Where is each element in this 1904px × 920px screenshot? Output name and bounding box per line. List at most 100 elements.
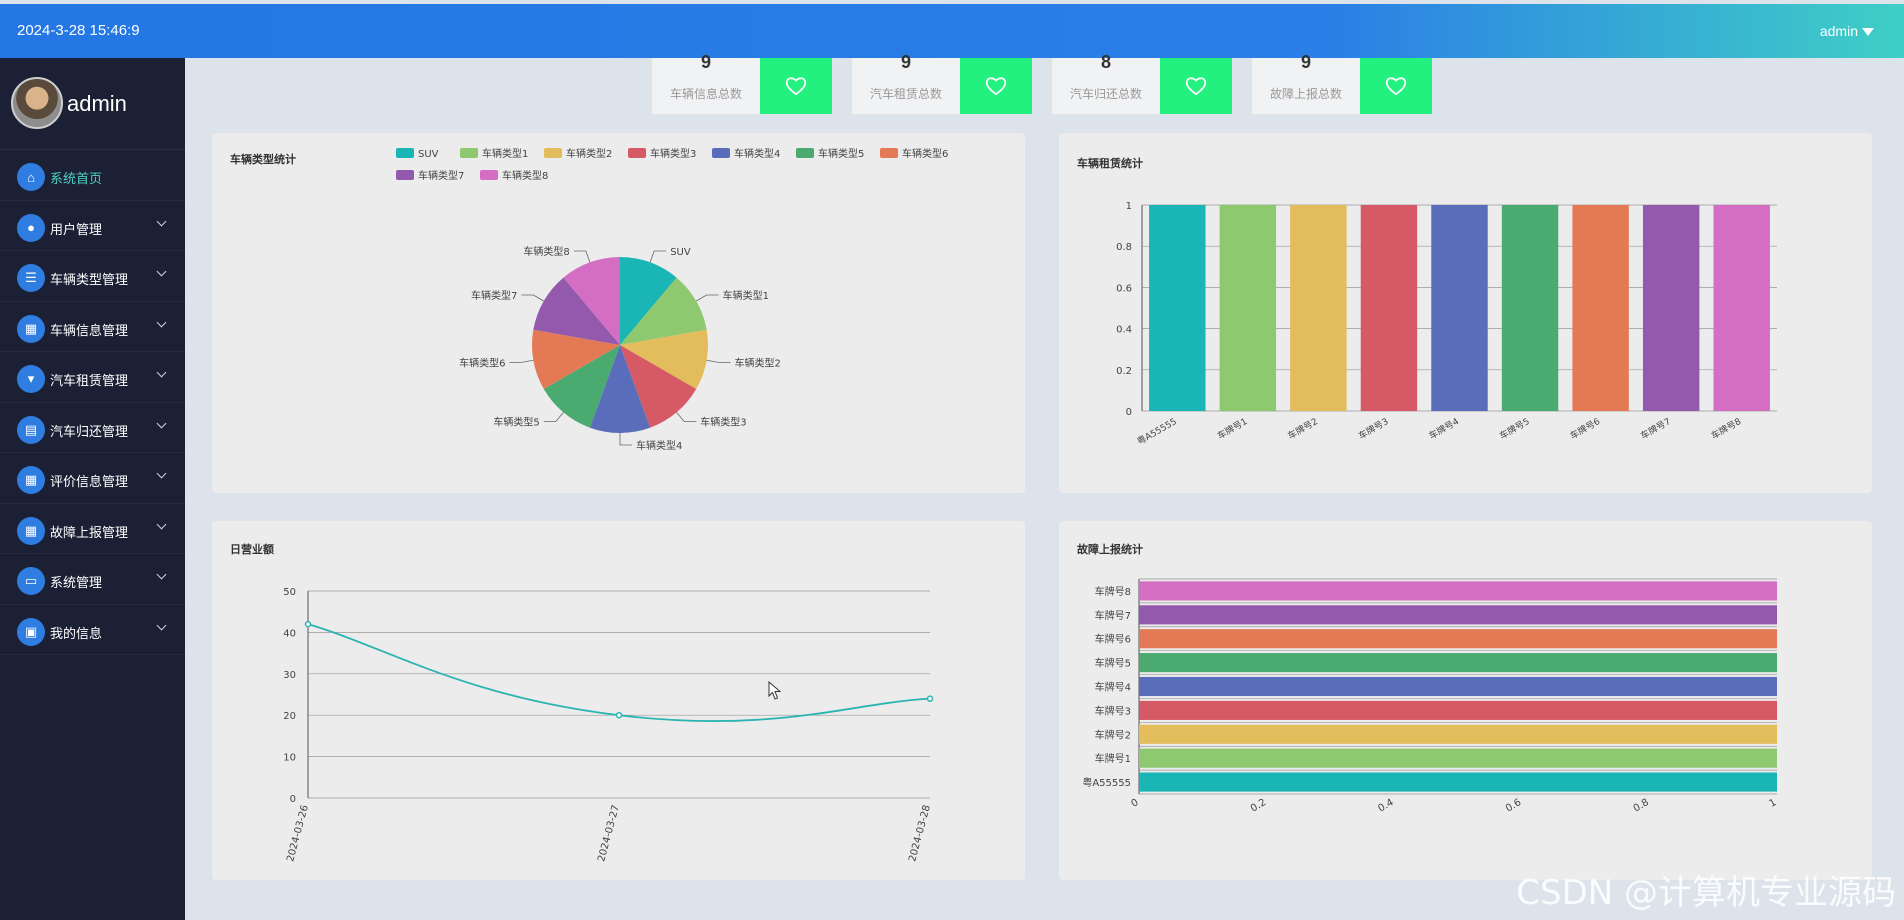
legend-label: 车辆类型7 bbox=[418, 169, 464, 182]
pie-label-line bbox=[619, 433, 632, 446]
x-tick-label: 车牌号8 bbox=[1709, 415, 1744, 442]
pie-slice-label: 车辆类型4 bbox=[636, 439, 682, 452]
chart-title: 车辆类型统计 bbox=[230, 154, 296, 166]
legend-label: 车辆类型8 bbox=[502, 169, 548, 182]
sidebar-item-label: 我的信息 bbox=[50, 625, 103, 641]
chart-title: 车辆租赁统计 bbox=[1077, 158, 1143, 170]
legend-swatch bbox=[712, 148, 730, 158]
y-tick-label: 20 bbox=[283, 711, 296, 722]
data-point bbox=[926, 695, 934, 702]
chevron-down-icon bbox=[156, 468, 167, 479]
legend-swatch bbox=[544, 148, 562, 158]
stat-value: 9 bbox=[1300, 52, 1311, 72]
user-menu-button[interactable]: admin bbox=[1819, 23, 1858, 39]
sidebar-item-0[interactable]: ⌂ 系统首页 bbox=[0, 150, 185, 201]
grid-icon: ▦ bbox=[17, 314, 45, 343]
y-tick-label: 0.4 bbox=[1116, 325, 1132, 336]
bar bbox=[1290, 205, 1347, 411]
y-tick-label: 车牌号2 bbox=[1095, 728, 1131, 741]
x-tick-label: 0.2 bbox=[1249, 797, 1268, 814]
x-tick-label: 车牌号5 bbox=[1497, 415, 1531, 442]
pie-slice-label: 车辆类型5 bbox=[493, 416, 539, 429]
sidebar-item-6[interactable]: ▦ 评价信息管理 bbox=[0, 453, 185, 504]
bar bbox=[1149, 205, 1206, 411]
sidebar-item-label: 用户管理 bbox=[50, 221, 103, 237]
data-point bbox=[615, 711, 623, 719]
y-tick-label: 30 bbox=[283, 670, 296, 681]
stat-label: 汽车租赁总数 bbox=[869, 87, 942, 101]
pie-slice bbox=[620, 257, 677, 345]
pie-label-line bbox=[573, 250, 591, 263]
bar bbox=[1572, 205, 1629, 411]
y-tick-label: 粤A55555 bbox=[1082, 776, 1131, 789]
bar bbox=[1139, 653, 1777, 673]
chevron-down-icon bbox=[156, 519, 167, 529]
pie-label-line bbox=[543, 412, 564, 423]
chevron-down-icon bbox=[156, 266, 167, 277]
sidebar-item-label: 汽车租赁管理 bbox=[50, 373, 129, 388]
y-tick-label: 0.6 bbox=[1116, 283, 1132, 294]
legend-swatch bbox=[796, 148, 814, 158]
x-tick-label: 粤A55555 bbox=[1135, 415, 1179, 447]
sidebar-item-9[interactable]: ▣ 我的信息 bbox=[0, 605, 185, 655]
chart-title: 故障上报统计 bbox=[1077, 544, 1143, 556]
rental-bar-chart: 0 0.2 0.4 0.6 0.8 1 粤A55555 车牌号1 车牌号2 车牌号3 车牌号4 车牌号… bbox=[1116, 201, 1777, 447]
pie-slice-label: 车辆类型1 bbox=[723, 289, 769, 302]
heart-icon bbox=[1185, 77, 1207, 96]
sidebar-item-8[interactable]: ▭ 系统管理 bbox=[0, 554, 185, 605]
stat-label: 车辆信息总数 bbox=[669, 87, 742, 101]
y-tick-label: 40 bbox=[283, 628, 296, 639]
pie-slice bbox=[533, 277, 620, 345]
legend-label: 车辆类型1 bbox=[482, 147, 528, 160]
legend-swatch bbox=[396, 148, 414, 158]
stat-card-fault: 9 故障上报总数 bbox=[1252, 52, 1432, 114]
stat-card-vehicle-info: 9 车辆信息总数 bbox=[652, 52, 832, 114]
sidebar-profile: admin bbox=[0, 58, 185, 150]
rental-icon: ▾ bbox=[17, 365, 45, 393]
bar bbox=[1501, 205, 1559, 411]
stat-value: 9 bbox=[900, 52, 911, 72]
user-icon: ● bbox=[17, 213, 45, 242]
sidebar-item-5[interactable]: ▤ 汽车归还管理 bbox=[0, 403, 185, 453]
data-point bbox=[304, 620, 312, 628]
monitor-icon: ▭ bbox=[17, 567, 45, 595]
x-tick-label: 0 bbox=[1129, 797, 1140, 810]
chevron-down-icon bbox=[156, 317, 167, 327]
sidebar-item-1[interactable]: ● 用户管理 bbox=[0, 201, 185, 251]
legend-label: 车辆类型6 bbox=[902, 147, 948, 160]
pie-label-line bbox=[649, 250, 667, 263]
sidebar-item-4[interactable]: ▾ 汽车租赁管理 bbox=[0, 352, 185, 403]
grid-icon: ▦ bbox=[17, 466, 45, 494]
x-tick-label: 车牌号1 bbox=[1215, 415, 1249, 442]
bar bbox=[1360, 205, 1418, 411]
series-line bbox=[307, 623, 931, 723]
caret-down-icon[interactable] bbox=[1862, 28, 1874, 36]
pie-slice bbox=[589, 345, 651, 434]
x-tick-label: 2024-03-28 bbox=[907, 804, 933, 863]
x-tick-label: 车牌号6 bbox=[1568, 415, 1603, 442]
chart-title: 日营业额 bbox=[230, 544, 274, 556]
sidebar-item-3[interactable]: ▦ 车辆信息管理 bbox=[0, 302, 185, 352]
sidebar-item-2[interactable]: ☰ 车辆类型管理 bbox=[0, 251, 185, 302]
sidebar-item-label: 评价信息管理 bbox=[50, 474, 129, 489]
y-tick-label: 车牌号8 bbox=[1095, 585, 1131, 598]
sidebar-item-7[interactable]: ▦ 故障上报管理 bbox=[0, 504, 185, 554]
y-tick-label: 车牌号4 bbox=[1095, 681, 1131, 694]
legend-label: 车辆类型2 bbox=[566, 147, 612, 160]
clipboard-icon: ▤ bbox=[17, 415, 45, 444]
pie-label-line bbox=[521, 294, 544, 302]
sidebar-item-label: 车辆类型管理 bbox=[50, 272, 129, 287]
chevron-down-icon bbox=[156, 367, 167, 378]
chevron-down-icon bbox=[156, 216, 167, 226]
home-icon: ⌂ bbox=[17, 163, 45, 191]
bar bbox=[1139, 748, 1777, 768]
pie-slice bbox=[620, 277, 707, 345]
x-tick-label: 车牌号3 bbox=[1356, 415, 1390, 442]
daily-revenue-line-chart: 0 10 20 30 40 50 2024-03-26 2024-03-27 2024-03-2… bbox=[283, 587, 934, 863]
pie-label-line bbox=[696, 294, 719, 302]
pie-slice bbox=[532, 329, 620, 389]
current-datetime: 2024-3-28 15:46:9 bbox=[17, 22, 140, 39]
panel-fault-chart: 故障上报统计 粤A55555 车牌号1 车牌号2 车牌号3 车牌号4 车牌号5 车牌号6 车牌… bbox=[1059, 521, 1872, 880]
sidebar-menu: ⌂ 系统首页 ● 用户管理 ☰ 车辆类型管理 ▦ 车辆信息管理 ▾ 汽车租赁管理 ▤ 汽车归还管理 ▦ 评… bbox=[0, 150, 185, 655]
fault-horizontal-bar-chart: 粤A55555 车牌号1 车牌号2 车牌号3 车牌号4 车牌号5 车牌号6 车牌号7 车牌号8 0… bbox=[1082, 578, 1779, 815]
